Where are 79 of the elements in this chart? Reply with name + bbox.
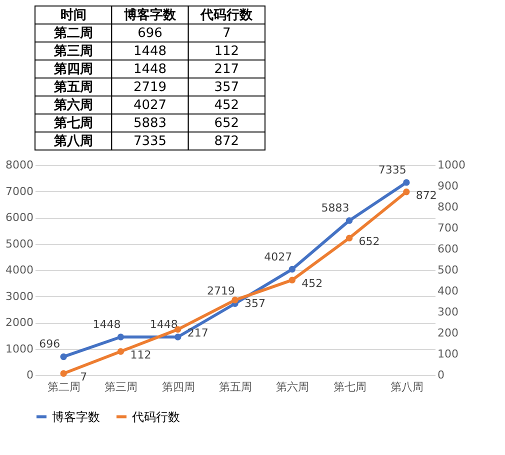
data-label: 217 — [187, 326, 208, 340]
category-label: 第三周 — [52, 44, 93, 59]
point — [403, 188, 410, 196]
point — [232, 296, 238, 304]
data-label: 112 — [130, 348, 152, 362]
data-label: 652 — [214, 116, 240, 131]
series-label: 代码行数 — [200, 8, 254, 23]
y2-tick-label: 900 — [438, 180, 458, 192]
data-label: 5883 — [133, 116, 167, 131]
x-tick-label: 第三周 — [104, 380, 138, 394]
point — [60, 353, 67, 360]
category-label: 第五周 — [52, 80, 93, 95]
data-label: 2719 — [133, 80, 167, 95]
data-label: 2719 — [207, 284, 235, 298]
y-tick-label: 5000 — [6, 237, 34, 250]
data-label: 7 — [222, 26, 231, 41]
y-tick-label: 2000 — [6, 316, 34, 329]
point — [346, 217, 353, 224]
x-tick-label: 第二周 — [48, 380, 81, 394]
category-label: 第七周 — [52, 116, 93, 131]
y2-tick-label: 1000 — [438, 158, 466, 172]
data-label: 1448 — [133, 44, 167, 59]
y2-tick-label: 100 — [438, 348, 458, 360]
x-tick-label: 第八周 — [390, 380, 424, 394]
point — [174, 334, 182, 340]
data-label: 4027 — [264, 250, 292, 264]
series-label: 博客字数 — [123, 7, 177, 23]
data-label: 1448 — [92, 318, 121, 331]
y2-tick-label: 600 — [438, 242, 458, 256]
data-label: 872 — [214, 134, 240, 149]
y-tick-label: 1000 — [6, 342, 34, 356]
point — [288, 276, 296, 284]
y2-tick-label: 200 — [438, 326, 458, 340]
legend-label: 代码行数 — [131, 410, 180, 424]
x-tick-label: 第六周 — [276, 380, 310, 394]
y2-tick-label: 400 — [438, 284, 458, 298]
data-label: 7335 — [133, 134, 167, 149]
data-label: 4027 — [133, 98, 167, 113]
point — [346, 234, 353, 242]
data-label: 357 — [244, 297, 266, 310]
data-label: 7335 — [378, 163, 406, 176]
y2-tick-label: 800 — [438, 200, 458, 214]
y-tick-label: 7000 — [6, 184, 34, 198]
y2-tick-label: 500 — [438, 264, 458, 276]
y-tick-label: 6000 — [6, 211, 34, 224]
data-label: 7 — [80, 370, 88, 384]
point — [117, 334, 124, 340]
data-label: 357 — [214, 80, 240, 95]
x-tick-label: 第四周 — [162, 380, 195, 394]
data-label: 696 — [138, 26, 162, 41]
y2-tick-label: 700 — [438, 222, 458, 234]
data-label: 112 — [214, 44, 240, 59]
data-label: 5883 — [321, 202, 350, 215]
data-label: 696 — [39, 338, 60, 351]
data-label: 652 — [358, 235, 380, 248]
text: 时间 — [60, 8, 86, 23]
y-tick-label: 0 — [26, 368, 34, 382]
category-label: 第二周 — [52, 26, 93, 41]
y-tick-label: 4000 — [6, 264, 34, 276]
data-label: 452 — [214, 98, 240, 113]
y2-tick-label: 300 — [438, 306, 458, 318]
point — [60, 370, 67, 377]
x-tick-label: 第七周 — [333, 380, 366, 394]
data-label: 1448 — [150, 318, 178, 331]
data-label: 217 — [214, 62, 240, 77]
x-tick-label: 第五周 — [219, 380, 252, 394]
point — [117, 348, 124, 355]
data-label: 452 — [302, 277, 323, 290]
data-label: 1448 — [133, 62, 167, 77]
legend-label: 博客字数 — [52, 410, 100, 424]
data-label: 872 — [416, 188, 437, 202]
category-label: 第六周 — [52, 97, 93, 113]
y2-tick-label: 0 — [438, 368, 444, 382]
point — [403, 179, 410, 186]
category-label: 第四周 — [52, 62, 93, 77]
point — [288, 266, 296, 273]
y-tick-label: 3000 — [6, 290, 34, 303]
category-label: 第八周 — [52, 134, 93, 149]
y-tick-label: 8000 — [6, 158, 34, 172]
